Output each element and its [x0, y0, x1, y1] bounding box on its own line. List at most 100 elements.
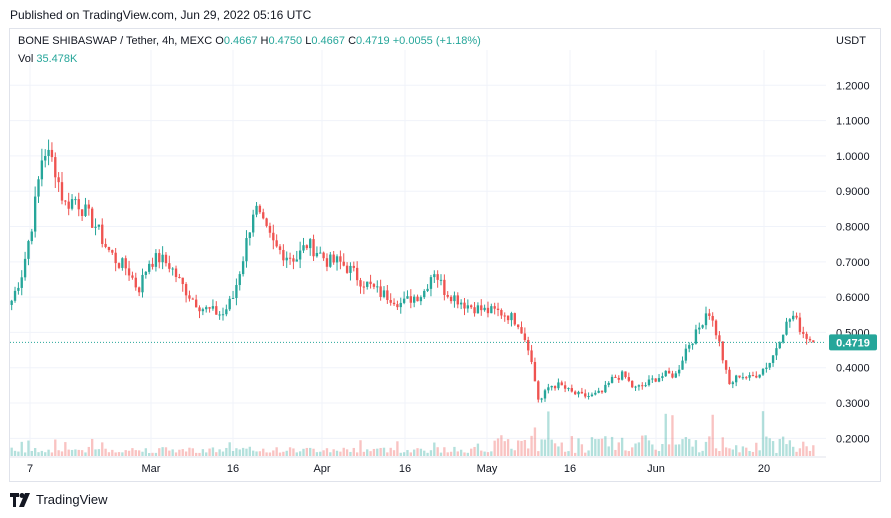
candle-body: [724, 360, 728, 370]
candle-body: [70, 199, 74, 209]
candle-body: [557, 382, 560, 389]
volume-bar: [483, 451, 486, 456]
candle-body: [262, 212, 265, 219]
volume-bar: [312, 448, 315, 456]
candle-body: [184, 284, 188, 296]
volume-bar: [282, 451, 285, 456]
volume-bar: [574, 452, 577, 456]
candle-body: [342, 261, 345, 266]
candle-body: [235, 285, 238, 298]
candle-body: [168, 263, 171, 269]
candle-body: [587, 395, 590, 397]
volume-bar: [547, 411, 550, 456]
volume-bar: [681, 439, 684, 456]
volume-bar: [309, 447, 312, 456]
volume-bar: [480, 450, 483, 456]
candle-body: [114, 252, 117, 264]
open-value: 0.4667: [223, 35, 258, 47]
volume-bar: [610, 436, 614, 456]
volume-bar: [238, 449, 241, 456]
candle-body: [798, 317, 802, 332]
candle-body: [761, 368, 765, 375]
volume-bar: [70, 449, 74, 456]
candle-body: [352, 265, 355, 268]
candle-body: [94, 226, 97, 228]
volume-bar: [161, 447, 164, 456]
candle-body: [560, 382, 563, 386]
candle-body: [496, 308, 500, 310]
candle-body: [309, 239, 312, 249]
volume-bar: [57, 450, 60, 456]
candle-body: [57, 177, 60, 183]
candle-body: [520, 327, 523, 334]
candle-body: [355, 267, 359, 281]
candle-body: [319, 252, 322, 254]
volume-bar: [80, 450, 84, 456]
volume-bar: [379, 447, 382, 456]
candle-body: [104, 243, 107, 247]
volume-bar: [751, 451, 755, 456]
volume-bar: [644, 435, 647, 456]
volume-bar: [285, 450, 288, 456]
volume-bar: [463, 452, 466, 456]
volume-bar: [805, 446, 808, 456]
candle-body: [389, 300, 392, 303]
candle-body: [238, 274, 241, 286]
volume-bar: [426, 452, 429, 456]
volume-bar: [302, 448, 305, 456]
candle-body: [758, 374, 761, 378]
candle-body: [392, 302, 396, 305]
volume-bar: [402, 452, 406, 456]
candle-body: [154, 253, 158, 267]
volume-bar: [30, 450, 33, 456]
candle-body: [728, 369, 731, 385]
candle-body: [194, 299, 198, 308]
candle-body: [54, 157, 57, 178]
candle-body: [27, 241, 30, 259]
volume-bar: [392, 450, 396, 456]
volume-bar: [493, 440, 496, 456]
volume-bar: [396, 441, 399, 456]
volume-bar: [506, 439, 510, 456]
candle-body: [20, 277, 23, 288]
close-value: 0.4719: [356, 35, 390, 47]
volume-bar: [701, 450, 704, 456]
volume-bar: [359, 440, 362, 456]
symbol-legend: BONE SHIBASWAP / Tether, 4h, MEXC O0.466…: [18, 35, 481, 47]
candle-body: [268, 225, 272, 233]
candle-body: [241, 261, 245, 275]
candle-body: [322, 252, 325, 259]
time-axis: 7 Mar 16 Apr 16 May 16 Jun 20: [10, 456, 826, 475]
volume-bar: [171, 449, 174, 456]
volume-bar: [389, 447, 392, 456]
candle-body: [792, 315, 795, 320]
volume-bar: [101, 442, 104, 456]
volume-bar: [91, 438, 94, 456]
volume-bar: [459, 449, 463, 456]
volume-bar: [674, 444, 677, 456]
candle-body: [624, 371, 627, 378]
candle-body: [543, 390, 547, 399]
volume-bar: [50, 452, 54, 456]
tradingview-logo[interactable]: TradingView: [10, 492, 108, 507]
volume-bar: [470, 448, 473, 456]
x-tick-label: 16: [399, 463, 411, 475]
candle-body: [768, 362, 771, 368]
candlesticks: [10, 139, 815, 403]
volume-bar: [657, 451, 661, 456]
volume-bar: [10, 447, 13, 456]
candle-body: [379, 286, 382, 297]
candle-body: [151, 263, 154, 267]
volume-bar: [67, 449, 70, 456]
volume-value: 35.478K: [36, 53, 78, 65]
candle-body: [463, 302, 466, 309]
x-tick-label: Jun: [647, 463, 665, 475]
candle-body: [413, 296, 416, 303]
candle-body: [339, 256, 342, 262]
y-tick-label: 1.0000: [836, 151, 870, 163]
volume-bar: [600, 438, 604, 456]
volume-bar: [345, 449, 349, 456]
candle-body: [698, 327, 701, 330]
published-caption: Published on TradingView.com, Jun 29, 20…: [10, 8, 312, 22]
